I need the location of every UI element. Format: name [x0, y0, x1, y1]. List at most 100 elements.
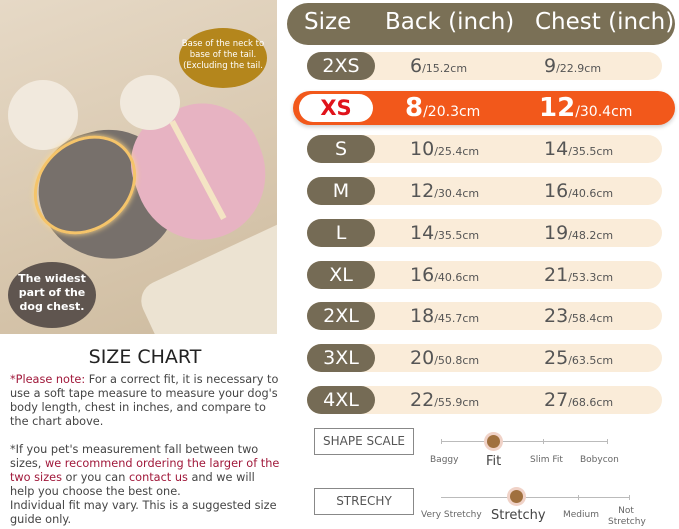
- chest-value: 23/58.4cm: [544, 302, 613, 333]
- chest-value: 21/53.3cm: [544, 261, 613, 292]
- chest-cm: /53.3cm: [568, 270, 614, 284]
- chest-cm: /35.5cm: [568, 145, 614, 159]
- back-inch: 6: [410, 55, 423, 77]
- stretchy-track: [441, 497, 629, 498]
- tick: [441, 439, 442, 444]
- size-label: XL: [307, 260, 375, 289]
- back-cm: /45.7cm: [434, 312, 480, 326]
- size-row-3xl: 3XL 20/50.8cm 25/63.5cm: [307, 343, 662, 375]
- back-inch: 12: [410, 180, 435, 203]
- tick: [578, 495, 579, 500]
- chest-cm: /68.6cm: [568, 395, 614, 409]
- tip-text: *If you pet's measurement fall between t…: [10, 443, 259, 470]
- chest-inch: 14: [544, 138, 569, 161]
- back-value: 12/30.4cm: [410, 177, 479, 208]
- back-value: 10/25.4cm: [410, 135, 479, 166]
- back-value: 6/15.2cm: [410, 52, 467, 83]
- stretchy-label: STRECHY: [314, 488, 414, 515]
- chest-value: 25/63.5cm: [544, 344, 613, 375]
- chest-inch: 9: [544, 55, 557, 77]
- chest-value: 16/40.6cm: [544, 177, 613, 208]
- chest-callout: The widest part of the dog chest.: [8, 262, 96, 328]
- back-cm: /50.8cm: [434, 353, 480, 367]
- scale-option-selected: Fit: [486, 454, 502, 469]
- stretchy-option: Very Stretchy: [421, 510, 482, 520]
- chest-value: 27/68.6cm: [544, 386, 613, 417]
- back-inch: 8: [405, 92, 424, 123]
- size-label: L: [307, 218, 375, 247]
- shape-scale-track: [441, 441, 607, 442]
- back-value: 16/40.6cm: [410, 261, 479, 292]
- scale-option: Bobycon: [580, 455, 619, 465]
- chest-value: 19/48.2cm: [544, 219, 613, 250]
- tick: [607, 439, 608, 444]
- chest-value: 9/22.9cm: [544, 52, 601, 83]
- size-label: S: [307, 135, 375, 164]
- back-cm: /30.4cm: [434, 187, 480, 201]
- contact-us-link[interactable]: contact us: [128, 471, 188, 484]
- note-label: *Please note:: [10, 373, 86, 386]
- tip-text: and we will help you choose the best one…: [10, 471, 255, 498]
- chest-cm: /30.4cm: [575, 103, 633, 120]
- back-cm: /25.4cm: [434, 145, 480, 159]
- scale-option: Baggy: [430, 455, 459, 465]
- chest-inch: 27: [544, 388, 569, 411]
- size-row-s: S 10/25.4cm 14/35.5cm: [307, 135, 662, 166]
- back-cm: /15.2cm: [422, 62, 468, 75]
- chest-cm: /63.5cm: [568, 353, 614, 367]
- dog-head: [120, 75, 180, 130]
- stretchy-option: Medium: [563, 510, 599, 520]
- back-cm: /40.6cm: [434, 270, 480, 284]
- back-inch: 16: [410, 263, 435, 286]
- table-header: Size Back (inch) Chest (inch): [287, 3, 675, 45]
- back-cm: /20.3cm: [423, 103, 481, 120]
- size-row-2xl: 2XL 18/45.7cm 23/58.4cm: [307, 302, 662, 333]
- size-label: 3XL: [307, 343, 375, 372]
- size-tip: *If you pet's measurement fall between t…: [10, 443, 282, 527]
- back-value: 20/50.8cm: [410, 344, 479, 375]
- chest-inch: 23: [544, 305, 569, 328]
- stretchy-option: Not Stretchy: [608, 506, 646, 527]
- shape-scale-knob[interactable]: [487, 435, 500, 448]
- back-value: 18/45.7cm: [410, 302, 479, 333]
- size-label: XS: [299, 93, 373, 122]
- chest-inch: 21: [544, 263, 569, 286]
- back-value: 14/35.5cm: [410, 219, 479, 250]
- chest-value: 12/30.4cm: [539, 91, 632, 129]
- back-cm: /35.5cm: [434, 228, 480, 242]
- size-row-2xs: 2XS 6/15.2cm 9/22.9cm: [307, 52, 662, 80]
- back-value: 8/20.3cm: [405, 91, 480, 129]
- size-row-4xl: 4XL 22/55.9cm 27/68.6cm: [307, 385, 662, 417]
- size-row-l: L 14/35.5cm 19/48.2cm: [307, 218, 662, 250]
- size-label: 4XL: [307, 385, 375, 414]
- tip-text: or you can: [61, 471, 129, 484]
- size-label: M: [307, 177, 375, 206]
- back-inch: 20: [410, 346, 435, 369]
- size-label: 2XS: [307, 52, 375, 80]
- chest-cm: /40.6cm: [568, 187, 614, 201]
- back-inch: 10: [410, 138, 435, 161]
- shape-scale-label: SHAPE SCALE: [314, 428, 414, 455]
- stretchy-knob[interactable]: [510, 490, 523, 503]
- scale-option: Slim Fit: [530, 455, 563, 465]
- chest-inch: 19: [544, 221, 569, 244]
- chest-cm: /48.2cm: [568, 228, 614, 242]
- chest-cm: /22.9cm: [556, 62, 602, 75]
- product-photo: Base of the neck to base of the tail. (E…: [0, 0, 277, 334]
- chest-value: 14/35.5cm: [544, 135, 613, 166]
- header-back: Back (inch): [385, 9, 515, 35]
- chest-inch: 16: [544, 180, 569, 203]
- back-value: 22/55.9cm: [410, 386, 479, 417]
- fit-note: *Please note: For a correct fit, it is n…: [10, 373, 282, 429]
- note-text: For a correct fit, it is necessary to us…: [10, 373, 279, 428]
- size-row-xs: XS 8/20.3cm 12/30.4cm: [293, 90, 675, 125]
- header-size: Size: [304, 9, 352, 35]
- header-chest: Chest (inch): [535, 9, 675, 35]
- chest-inch: 12: [539, 92, 576, 123]
- size-row-m: M 12/30.4cm 16/40.6cm: [307, 177, 662, 208]
- back-inch: 22: [410, 388, 435, 411]
- chest-cm: /58.4cm: [568, 312, 614, 326]
- disclaimer: Individual fit may vary. This is a sugge…: [10, 499, 277, 526]
- size-row-xl: XL 16/40.6cm 21/53.3cm: [307, 260, 662, 292]
- tick: [629, 495, 630, 500]
